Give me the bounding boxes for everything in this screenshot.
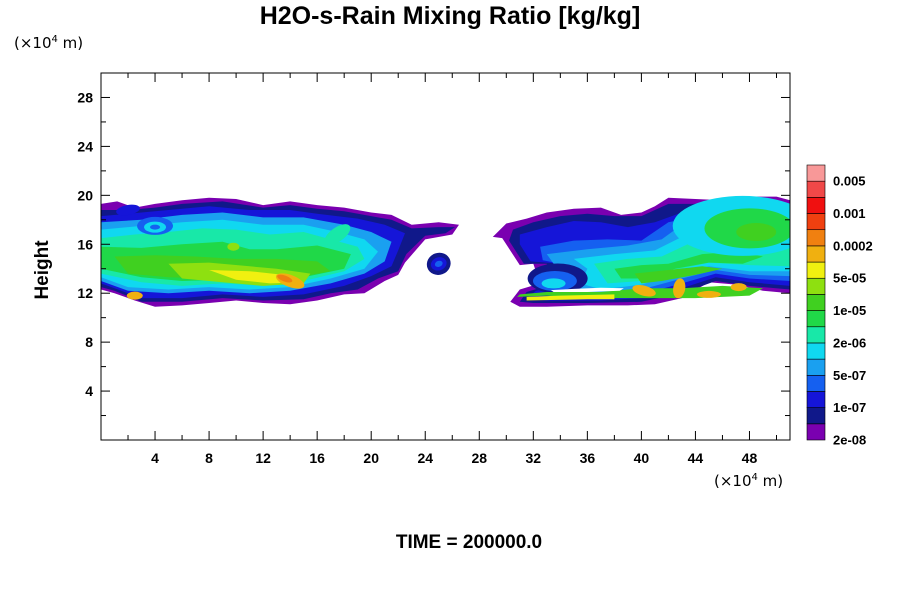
y-tick-label: 4 bbox=[85, 383, 93, 399]
colorbar-swatch bbox=[806, 213, 826, 231]
x-tick-label: 40 bbox=[634, 450, 650, 466]
colorbar-label: 0.005 bbox=[833, 174, 866, 189]
colorbar-swatch bbox=[806, 391, 826, 408]
contour-region bbox=[526, 294, 615, 301]
colorbar-swatch bbox=[806, 374, 826, 392]
contour-cell bbox=[324, 224, 351, 245]
colorbar-label: 1e-05 bbox=[833, 303, 866, 318]
y-axis-unit: (×104 m) bbox=[14, 34, 84, 52]
colorbar-label: 2e-06 bbox=[833, 335, 866, 350]
colorbar-swatch bbox=[806, 407, 826, 425]
y-tick-label: 24 bbox=[77, 138, 93, 154]
colorbar-label: 5e-07 bbox=[833, 368, 866, 383]
colorbar-label: 2e-08 bbox=[833, 433, 866, 448]
contour-cell bbox=[277, 274, 293, 283]
colorbar-swatch bbox=[806, 423, 826, 441]
x-axis-unit: (×104 m) bbox=[714, 472, 784, 490]
colorbar-swatch bbox=[806, 294, 826, 311]
contour-region bbox=[634, 266, 723, 284]
x-tick-label: 8 bbox=[205, 450, 213, 466]
x-tick-label: 44 bbox=[688, 450, 704, 466]
contour-gap bbox=[550, 287, 624, 292]
plot-frame bbox=[100, 72, 791, 441]
y-tick-label: 28 bbox=[77, 89, 93, 105]
x-tick-label: 48 bbox=[742, 450, 758, 466]
contour-cell bbox=[541, 278, 566, 289]
colorbar-label: 0.0002 bbox=[833, 238, 873, 253]
colorbar-swatch bbox=[806, 326, 826, 344]
x-tick-label: 12 bbox=[255, 450, 271, 466]
rain-mixing-ratio-field bbox=[101, 195, 790, 307]
y-axis-ticks: 4 8 12 16 20 24 28 bbox=[77, 89, 790, 417]
colorbar-swatch bbox=[806, 310, 826, 328]
colorbar-swatch bbox=[806, 277, 826, 295]
colorbar-swatch bbox=[806, 164, 826, 182]
contour-cell bbox=[126, 291, 143, 300]
contour-cell bbox=[434, 260, 443, 267]
x-axis-ticks: 4 8 12 16 20 24 28 32 36 40 44 48 bbox=[127, 73, 777, 466]
y-tick-label: 20 bbox=[77, 187, 93, 203]
y-tick-label: 12 bbox=[77, 285, 93, 301]
y-tick-label: 8 bbox=[85, 334, 93, 350]
x-tick-label: 4 bbox=[151, 450, 159, 466]
contour-cell bbox=[730, 283, 747, 292]
colorbar-swatch bbox=[806, 342, 826, 360]
colorbar-swatch bbox=[806, 180, 826, 198]
time-label: TIME = 200000.0 bbox=[395, 532, 543, 553]
contour-cell bbox=[116, 204, 140, 216]
colorbar: 0.005 0.001 0.0002 5e-05 1e-05 2e-06 5e-07 1e-0… bbox=[806, 164, 873, 448]
chart-title: H2O-s-Rain Mixing Ratio [kg/kg] bbox=[259, 2, 641, 30]
colorbar-label: 5e-05 bbox=[833, 271, 866, 286]
contour-cell bbox=[696, 290, 721, 298]
x-tick-label: 16 bbox=[309, 450, 325, 466]
colorbar-label: 0.001 bbox=[833, 206, 866, 221]
x-tick-label: 32 bbox=[526, 450, 542, 466]
colorbar-swatch bbox=[806, 358, 826, 376]
colorbar-swatch bbox=[806, 229, 826, 247]
x-tick-label: 36 bbox=[580, 450, 596, 466]
contour-cell bbox=[632, 285, 656, 297]
contour-cell bbox=[736, 223, 777, 242]
colorbar-label: 1e-07 bbox=[833, 400, 866, 415]
contour-cell bbox=[150, 224, 161, 230]
colorbar-swatch bbox=[806, 197, 826, 214]
y-tick-label: 16 bbox=[77, 236, 93, 252]
contour-region bbox=[614, 251, 763, 279]
colorbar-swatch bbox=[806, 245, 826, 263]
x-tick-label: 28 bbox=[471, 450, 487, 466]
contour-cell bbox=[673, 278, 686, 299]
colorbar-swatch bbox=[806, 261, 826, 279]
x-tick-label: 24 bbox=[417, 450, 433, 466]
x-tick-label: 20 bbox=[363, 450, 379, 466]
contour-cell bbox=[227, 242, 240, 251]
